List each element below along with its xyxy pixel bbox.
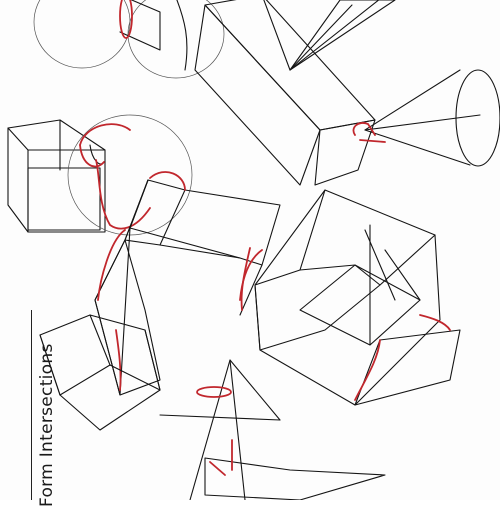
center-l-red-intersection (97, 171, 251, 391)
left-box-sphere (7, 114, 193, 236)
center-l-form (94, 179, 281, 396)
center-right-red-intersection (239, 249, 451, 401)
bottom-red-intersection (196, 386, 233, 476)
bottom-cone-pyramid (159, 359, 386, 500)
bottom-left-cube (39, 314, 161, 431)
sheet-title: Form Intersections (37, 343, 57, 507)
left-box-red-intersection (79, 123, 151, 230)
top-left-sphere-cylinder (33, 0, 225, 79)
right-cone (364, 69, 500, 167)
top-box-cone (194, 0, 396, 186)
top-left-red-intersection (119, 0, 133, 39)
center-right-prism (254, 189, 461, 406)
margin-rule (31, 310, 32, 500)
right-cone-red-intersection (352, 122, 386, 143)
